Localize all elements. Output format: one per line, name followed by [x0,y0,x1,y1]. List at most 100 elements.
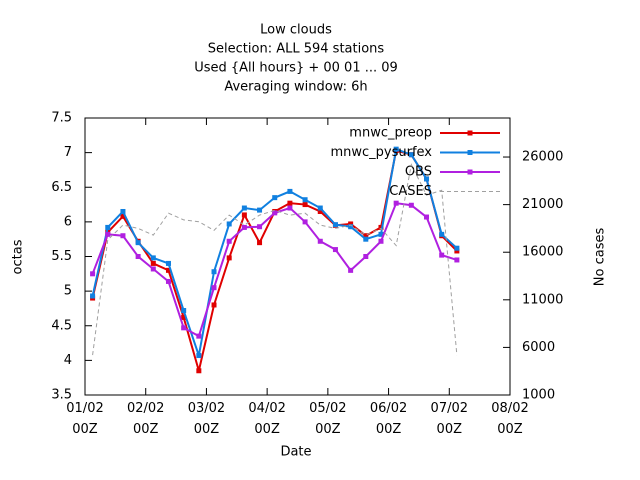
chart-title: Low clouds [260,23,332,38]
legend-label: mnwc_pysurfex [330,145,432,160]
x-tick-label: 05/02 00Z [309,401,347,437]
data-point [378,238,384,244]
data-point [181,308,187,314]
y-tick-label: 7.5 [51,111,72,126]
data-point [135,254,141,259]
data-point [196,333,202,339]
y-axis-label: octas [11,239,26,274]
y2-tick-label: 26000 [522,150,563,165]
data-point [257,240,263,246]
x-tick-label: 08/02 00Z [491,401,529,437]
y-tick-label: 5.5 [51,249,72,264]
data-point [181,325,187,331]
data-point [408,152,414,158]
data-point [226,238,232,244]
data-point [241,212,247,218]
x-tick-label: 02/02 00Z [126,401,165,437]
data-point [287,205,293,211]
data-point [196,368,202,374]
data-point [363,233,369,239]
data-point [120,213,126,219]
series-line [91,147,458,356]
data-point [424,176,430,182]
chart-title: Selection: ALL 594 stations [208,42,385,57]
data-point [241,224,247,230]
data-point [332,222,338,228]
legend-label: CASES [389,184,432,199]
y2-tick-label: 1000 [522,388,555,403]
data-point [378,224,384,230]
chart-title: Averaging window: 6h [224,80,367,95]
series-line [92,163,458,356]
data-point [302,219,308,225]
data-point [287,200,293,206]
data-point [363,236,369,242]
x-tick-label: 06/02 00Z [369,401,408,437]
data-point [454,248,460,254]
legend-marker [467,150,473,155]
data-point [120,233,126,239]
data-point [317,205,323,211]
y-tick-label: 4.5 [51,318,72,333]
data-point [165,260,171,266]
y-tick-label: 4 [64,353,72,368]
data-point [363,254,369,259]
legend-label: OBS [405,165,432,180]
data-point [272,210,278,216]
series-line [91,202,458,338]
data-point [165,267,171,273]
y-tick-label: 7 [64,145,72,160]
data-point [424,214,430,220]
data-point [348,221,354,227]
data-point [393,200,399,206]
y-tick-label: 6.5 [51,180,72,195]
data-point [226,221,232,227]
data-point [348,224,354,230]
x-tick-label: 01/02 00Z [66,401,104,437]
data-point [378,231,384,237]
data-point [150,266,156,272]
x-tick-label: 04/02 00Z [248,401,286,437]
data-point [408,202,414,208]
y-tick-label: 6 [64,214,72,229]
legend-marker [467,169,473,175]
data-point [393,146,399,152]
data-point [90,293,96,299]
y2-tick-label: 11000 [522,292,563,307]
data-point [439,252,445,258]
data-point [332,247,338,253]
data-point [135,240,141,246]
data-point [105,224,111,230]
data-point [302,197,308,203]
data-point [181,314,187,320]
data-point [211,302,217,308]
legend-label: mnwc_preop [349,126,432,141]
data-point [317,208,323,214]
x-axis-label: Date [280,445,311,460]
data-point [226,255,232,261]
data-point [150,255,156,261]
data-point [317,238,323,244]
legend-marker [467,130,473,136]
y2-tick-label: 16000 [522,245,563,260]
data-point [454,245,460,251]
data-point [105,231,111,237]
data-point [454,257,460,263]
y2-tick-label: 21000 [522,197,563,212]
data-point [272,195,278,201]
x-tick-label: 07/02 00Z [430,401,469,437]
y-tick-label: 5 [64,284,72,299]
data-point [90,271,96,277]
data-point [120,208,126,214]
data-point [211,285,217,291]
chart-title: Used {All hours} + 00 01 ... 09 [194,61,398,76]
data-point [439,231,445,237]
data-point [211,269,217,275]
data-point [150,260,156,266]
y2-tick-label: 6000 [522,340,555,355]
data-point [257,207,263,213]
data-point [302,202,308,208]
y-tick-label: 3.5 [51,388,72,403]
